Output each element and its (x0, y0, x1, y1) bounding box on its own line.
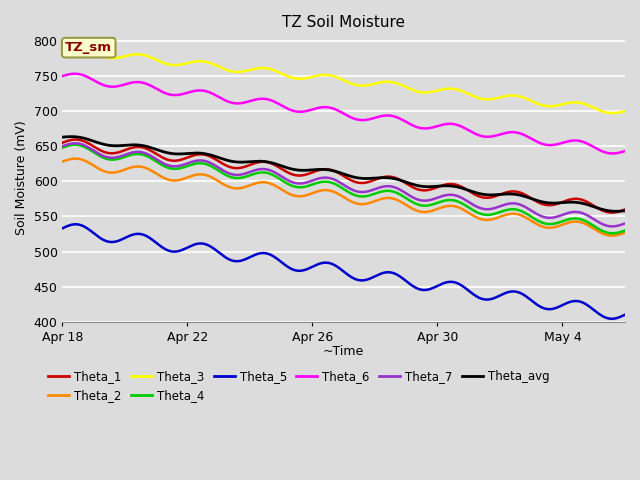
Theta_1 (621, 206, 629, 212)
Theta_avg (575, 200, 583, 205)
Theta_6 (621, 148, 629, 154)
Theta_6 (450, 121, 458, 127)
Text: TZ_sm: TZ_sm (65, 41, 112, 54)
Theta_2 (621, 230, 629, 236)
Theta_avg (59, 134, 67, 140)
Theta_4 (59, 145, 67, 151)
Theta_avg (493, 192, 501, 198)
Theta_3 (450, 86, 458, 92)
Theta_6 (72, 71, 79, 77)
Theta_4 (72, 142, 79, 148)
Theta_3 (608, 110, 616, 116)
Title: TZ Soil Moisture: TZ Soil Moisture (282, 15, 405, 30)
Theta_6 (505, 130, 513, 135)
Line: Theta_7: Theta_7 (63, 144, 625, 227)
Theta_4 (621, 228, 629, 233)
Theta_3 (103, 55, 111, 60)
Line: Theta_3: Theta_3 (63, 48, 625, 113)
Theta_6 (493, 132, 501, 138)
Theta_7 (608, 224, 616, 229)
Theta_7 (450, 192, 458, 198)
Theta_4 (103, 156, 111, 162)
Theta_1 (608, 210, 616, 216)
Theta_4 (450, 197, 458, 203)
Theta_7 (621, 221, 629, 227)
Theta_5 (608, 316, 616, 322)
Theta_2 (59, 159, 67, 165)
Theta_1 (575, 196, 583, 202)
Theta_5 (450, 279, 458, 285)
Theta_5 (72, 221, 79, 227)
Theta_7 (103, 154, 111, 160)
Theta_7 (493, 204, 501, 210)
Theta_3 (621, 108, 629, 114)
Theta_2 (505, 211, 513, 217)
Theta_4 (608, 230, 616, 236)
Theta_avg (386, 175, 394, 181)
Line: Theta_6: Theta_6 (63, 74, 625, 154)
Legend: Theta_1, Theta_2, Theta_3, Theta_4, Theta_5, Theta_6, Theta_7, Theta_avg: Theta_1, Theta_2, Theta_3, Theta_4, Thet… (44, 365, 554, 407)
Theta_1 (103, 150, 111, 156)
Theta_2 (103, 169, 111, 175)
Theta_3 (386, 79, 394, 85)
Theta_3 (505, 93, 513, 98)
Theta_avg (505, 191, 513, 197)
Theta_4 (493, 210, 501, 216)
Theta_2 (608, 233, 616, 239)
Theta_3 (72, 45, 79, 50)
Theta_5 (59, 226, 67, 231)
Theta_2 (386, 195, 394, 201)
Theta_2 (575, 219, 583, 225)
Theta_2 (493, 215, 501, 221)
Theta_7 (505, 201, 513, 206)
Theta_1 (386, 174, 394, 180)
Line: Theta_1: Theta_1 (63, 140, 625, 213)
Line: Theta_avg: Theta_avg (63, 137, 625, 211)
Theta_1 (59, 140, 67, 145)
Theta_1 (450, 181, 458, 187)
Theta_6 (386, 113, 394, 119)
Theta_2 (72, 156, 79, 161)
Theta_7 (386, 183, 394, 189)
Theta_7 (59, 144, 67, 149)
Theta_1 (493, 193, 501, 199)
Theta_4 (386, 188, 394, 194)
Theta_5 (505, 289, 513, 295)
Theta_avg (450, 183, 458, 189)
Theta_avg (103, 142, 111, 148)
Theta_6 (59, 73, 67, 79)
Line: Theta_2: Theta_2 (63, 158, 625, 236)
Theta_5 (493, 294, 501, 300)
Line: Theta_5: Theta_5 (63, 224, 625, 319)
Theta_4 (575, 216, 583, 222)
Theta_3 (59, 47, 67, 52)
Line: Theta_4: Theta_4 (63, 145, 625, 233)
Theta_4 (505, 207, 513, 213)
Theta_7 (575, 209, 583, 215)
Theta_3 (493, 95, 501, 101)
Theta_3 (575, 100, 583, 106)
Theta_avg (612, 208, 620, 214)
Theta_6 (608, 151, 616, 156)
Theta_5 (103, 239, 111, 244)
Theta_6 (103, 83, 111, 89)
Y-axis label: Soil Moisture (mV): Soil Moisture (mV) (15, 120, 28, 235)
Theta_5 (621, 312, 629, 318)
Theta_1 (505, 189, 513, 195)
Theta_5 (575, 299, 583, 304)
Theta_7 (72, 141, 79, 146)
Theta_avg (68, 134, 76, 140)
X-axis label: ~Time: ~Time (323, 345, 364, 358)
Theta_1 (72, 137, 79, 143)
Theta_2 (450, 203, 458, 209)
Theta_6 (575, 138, 583, 144)
Theta_avg (621, 208, 629, 214)
Theta_5 (386, 269, 394, 275)
